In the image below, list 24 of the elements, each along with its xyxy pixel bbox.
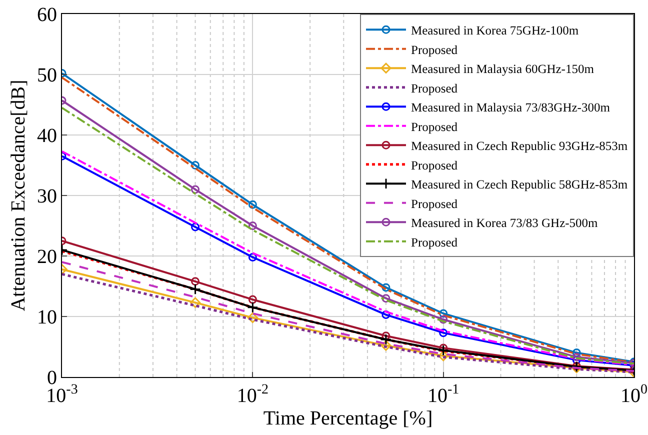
legend-label: Measured in Czech Republic 93GHz-853m <box>411 139 628 153</box>
x-axis-title: Time Percentage [%] <box>263 408 433 430</box>
y-tick-label: 40 <box>37 125 57 147</box>
y-axis-title: Attenuation Exceedance[dB] <box>8 80 30 312</box>
legend-label: Measured in Korea 73/83 GHz-500m <box>411 216 598 230</box>
legend-label: Measured in Korea 75GHz-100m <box>411 24 579 38</box>
y-tick-label: 20 <box>37 246 57 268</box>
legend-label: Proposed <box>411 81 458 96</box>
y-tick-label: 0 <box>47 367 57 389</box>
legend-label: Proposed <box>411 235 458 250</box>
legend-label: Proposed <box>411 120 458 134</box>
legend-label: Measured in Malaysia 73/83GHz-300m <box>411 100 610 114</box>
y-tick-label: 10 <box>37 306 57 328</box>
y-tick-label: 50 <box>37 64 57 86</box>
x-tick-label: 10$^{-2}$ <box>236 382 269 407</box>
x-tick-label: 10$^{-1}$ <box>427 382 460 407</box>
x-tick-label: 10$^{0}$ <box>620 382 648 407</box>
y-tick-label: 30 <box>37 186 57 208</box>
y-tick-label: 60 <box>37 4 57 26</box>
legend-label: Proposed <box>411 196 458 211</box>
legend-label: Proposed <box>411 42 458 57</box>
legend-label: Proposed <box>411 158 458 172</box>
legend-label: Measured in Malaysia 60GHz-150m <box>411 62 594 76</box>
legend-label: Measured in Czech Republic 58GHz-853m <box>411 178 628 192</box>
